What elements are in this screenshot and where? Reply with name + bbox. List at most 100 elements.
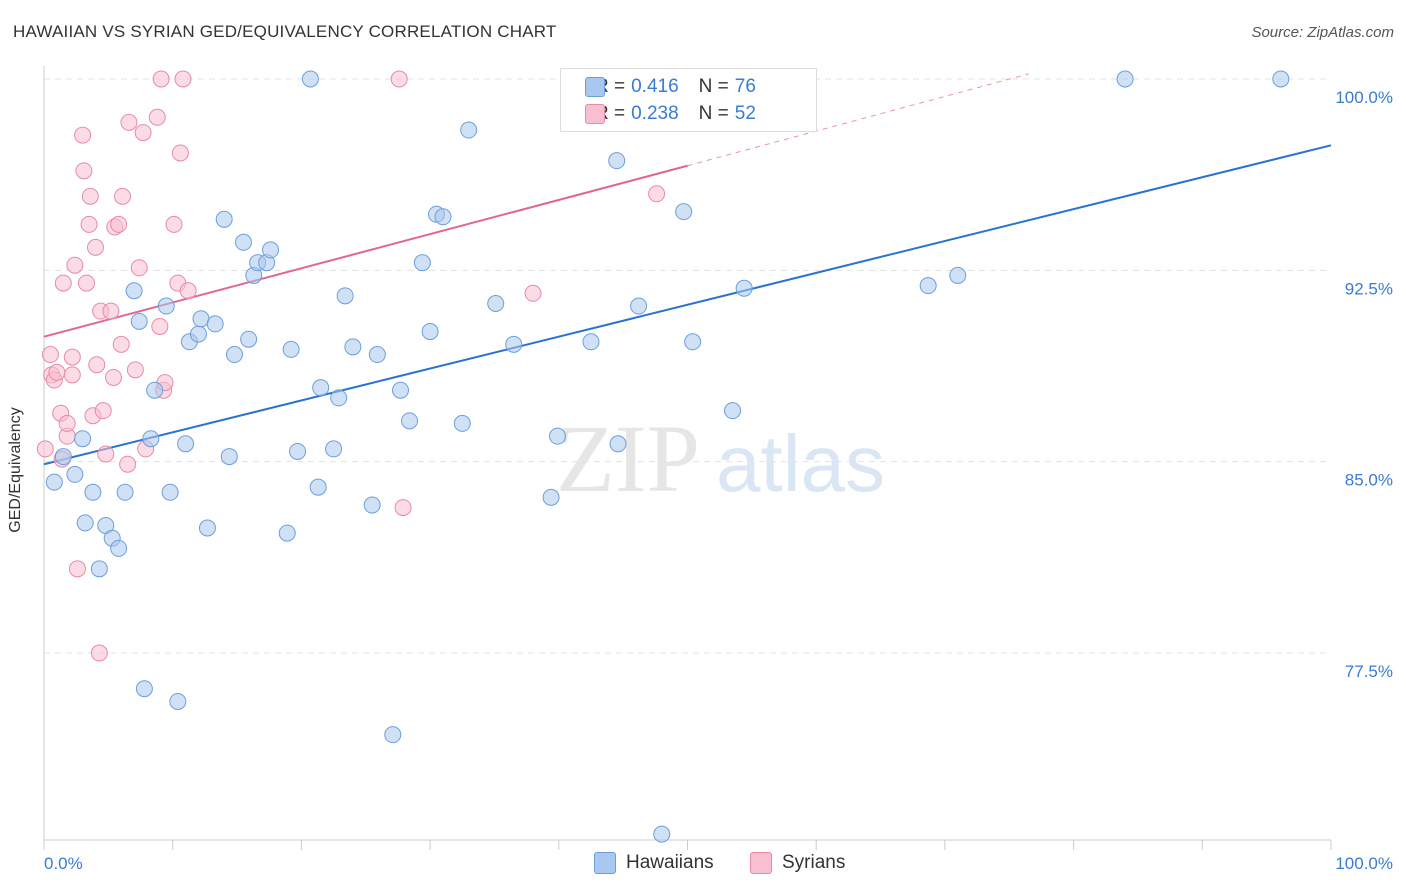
- legend-label-syrians: Syrians: [782, 852, 846, 873]
- syrian-point: [119, 455, 137, 473]
- syrian-point: [58, 414, 76, 432]
- hawaiian-point: [234, 233, 252, 251]
- hawaiian-point: [54, 448, 72, 466]
- hawaiian-point: [45, 473, 63, 491]
- y-tick-label: 77.5%: [1345, 662, 1393, 681]
- x-tick-label: 0.0%: [44, 854, 83, 873]
- hawaiian-point: [401, 412, 419, 430]
- hawaiian-point: [363, 496, 381, 514]
- syrians-trend-line: [43, 164, 688, 338]
- legend-r-value: 0.416: [631, 76, 679, 97]
- legend-n-value: 52: [734, 103, 756, 124]
- hawaiian-point: [582, 333, 600, 351]
- syrian-point: [94, 402, 112, 420]
- syrian-point: [75, 162, 93, 180]
- syrian-points: [36, 70, 666, 662]
- hawaiian-point: [549, 427, 567, 445]
- syrian-point: [114, 187, 132, 205]
- hawaiian-point: [262, 241, 280, 259]
- chart-title: HAWAIIAN VS SYRIAN GED/EQUIVALENCY CORRE…: [13, 22, 557, 41]
- hawaiian-point: [919, 277, 937, 295]
- hawaiian-point: [161, 483, 179, 501]
- y-tick-label: 85.0%: [1345, 471, 1393, 490]
- syrian-point: [120, 113, 138, 131]
- hawaiian-point: [609, 435, 627, 453]
- hawaiian-point: [684, 333, 702, 351]
- syrian-point: [90, 644, 108, 662]
- hawaiian-point: [157, 297, 175, 315]
- hawaiian-point: [505, 335, 523, 353]
- syrian-point: [134, 124, 152, 142]
- hawaiian-point: [653, 825, 671, 843]
- hawaiian-point: [110, 539, 128, 557]
- syrian-point: [126, 361, 144, 379]
- hawaiian-point: [206, 315, 224, 333]
- hawaiian-point: [301, 70, 319, 88]
- hawaiian-point: [368, 346, 386, 364]
- hawaiian-point: [130, 312, 148, 330]
- legend-row-hawaiians: R = 0.416 N = 76: [585, 75, 756, 99]
- hawaiian-point: [225, 346, 243, 364]
- x-tick-label: 100.0%: [1335, 854, 1393, 873]
- hawaiian-point: [125, 282, 143, 300]
- legend-label-hawaiians: Hawaiians: [626, 852, 714, 873]
- hawaiian-point: [220, 448, 238, 466]
- syrian-point: [130, 259, 148, 277]
- syrian-point: [112, 335, 130, 353]
- watermark: ZIP atlas: [556, 405, 885, 512]
- tick-labels: 77.5% 85.0% 92.5% 100.0% 0.0% 100.0%: [44, 88, 1393, 873]
- hawaiian-point: [192, 310, 210, 328]
- syrian-point: [179, 282, 197, 300]
- hawaiian-point: [215, 210, 233, 228]
- trend-lines: [43, 73, 1332, 466]
- watermark-atlas: atlas: [716, 419, 885, 508]
- hawaiian-point: [189, 325, 207, 343]
- hawaiian-point: [724, 402, 742, 420]
- syrian-point: [174, 70, 192, 88]
- hawaiian-point: [278, 524, 296, 542]
- hawaiian-point: [330, 389, 348, 407]
- hawaiian-point: [460, 121, 478, 139]
- syrian-point: [54, 274, 72, 292]
- hawaiian-point: [146, 381, 164, 399]
- syrian-point: [36, 440, 54, 458]
- syrian-point: [63, 348, 81, 366]
- hawaiian-point: [74, 430, 92, 448]
- syrian-point: [68, 560, 86, 578]
- hawaiian-point: [282, 340, 300, 358]
- hawaiian-point: [177, 435, 195, 453]
- syrian-point: [171, 144, 189, 162]
- hawaiian-point: [344, 338, 362, 356]
- hawaiians-trend-line: [43, 144, 1332, 466]
- hawaiian-point: [142, 430, 160, 448]
- hawaiian-point: [413, 254, 431, 272]
- syrian-point: [74, 126, 92, 144]
- syrians-legend-swatch: [750, 852, 772, 874]
- hawaiian-point: [135, 680, 153, 698]
- legend-n-label: N =: [698, 103, 729, 124]
- hawaiian-point: [240, 330, 258, 348]
- syrian-point: [102, 302, 120, 320]
- hawaiian-point: [169, 692, 187, 710]
- hawaiian-point: [116, 483, 134, 501]
- syrian-point: [104, 368, 122, 386]
- hawaiian-point: [312, 379, 330, 397]
- hawaiian-point: [391, 381, 409, 399]
- legend-item-hawaiians[interactable]: Hawaiians: [594, 852, 714, 874]
- syrian-point: [524, 284, 542, 302]
- hawaiian-point: [66, 465, 84, 483]
- syrian-point: [63, 366, 81, 384]
- syrian-point: [390, 70, 408, 88]
- hawaiians-legend-swatch: [594, 852, 616, 874]
- hawaiian-point: [76, 514, 94, 532]
- source-label: Source: ZipAtlas.com: [1251, 24, 1394, 41]
- syrian-point: [165, 215, 183, 233]
- grid: [44, 78, 1331, 654]
- syrian-point: [110, 215, 128, 233]
- legend-item-syrians[interactable]: Syrians: [750, 852, 845, 874]
- syrian-point: [151, 317, 169, 335]
- syrian-point: [152, 70, 170, 88]
- syrian-point: [81, 187, 99, 205]
- syrian-point: [394, 499, 412, 517]
